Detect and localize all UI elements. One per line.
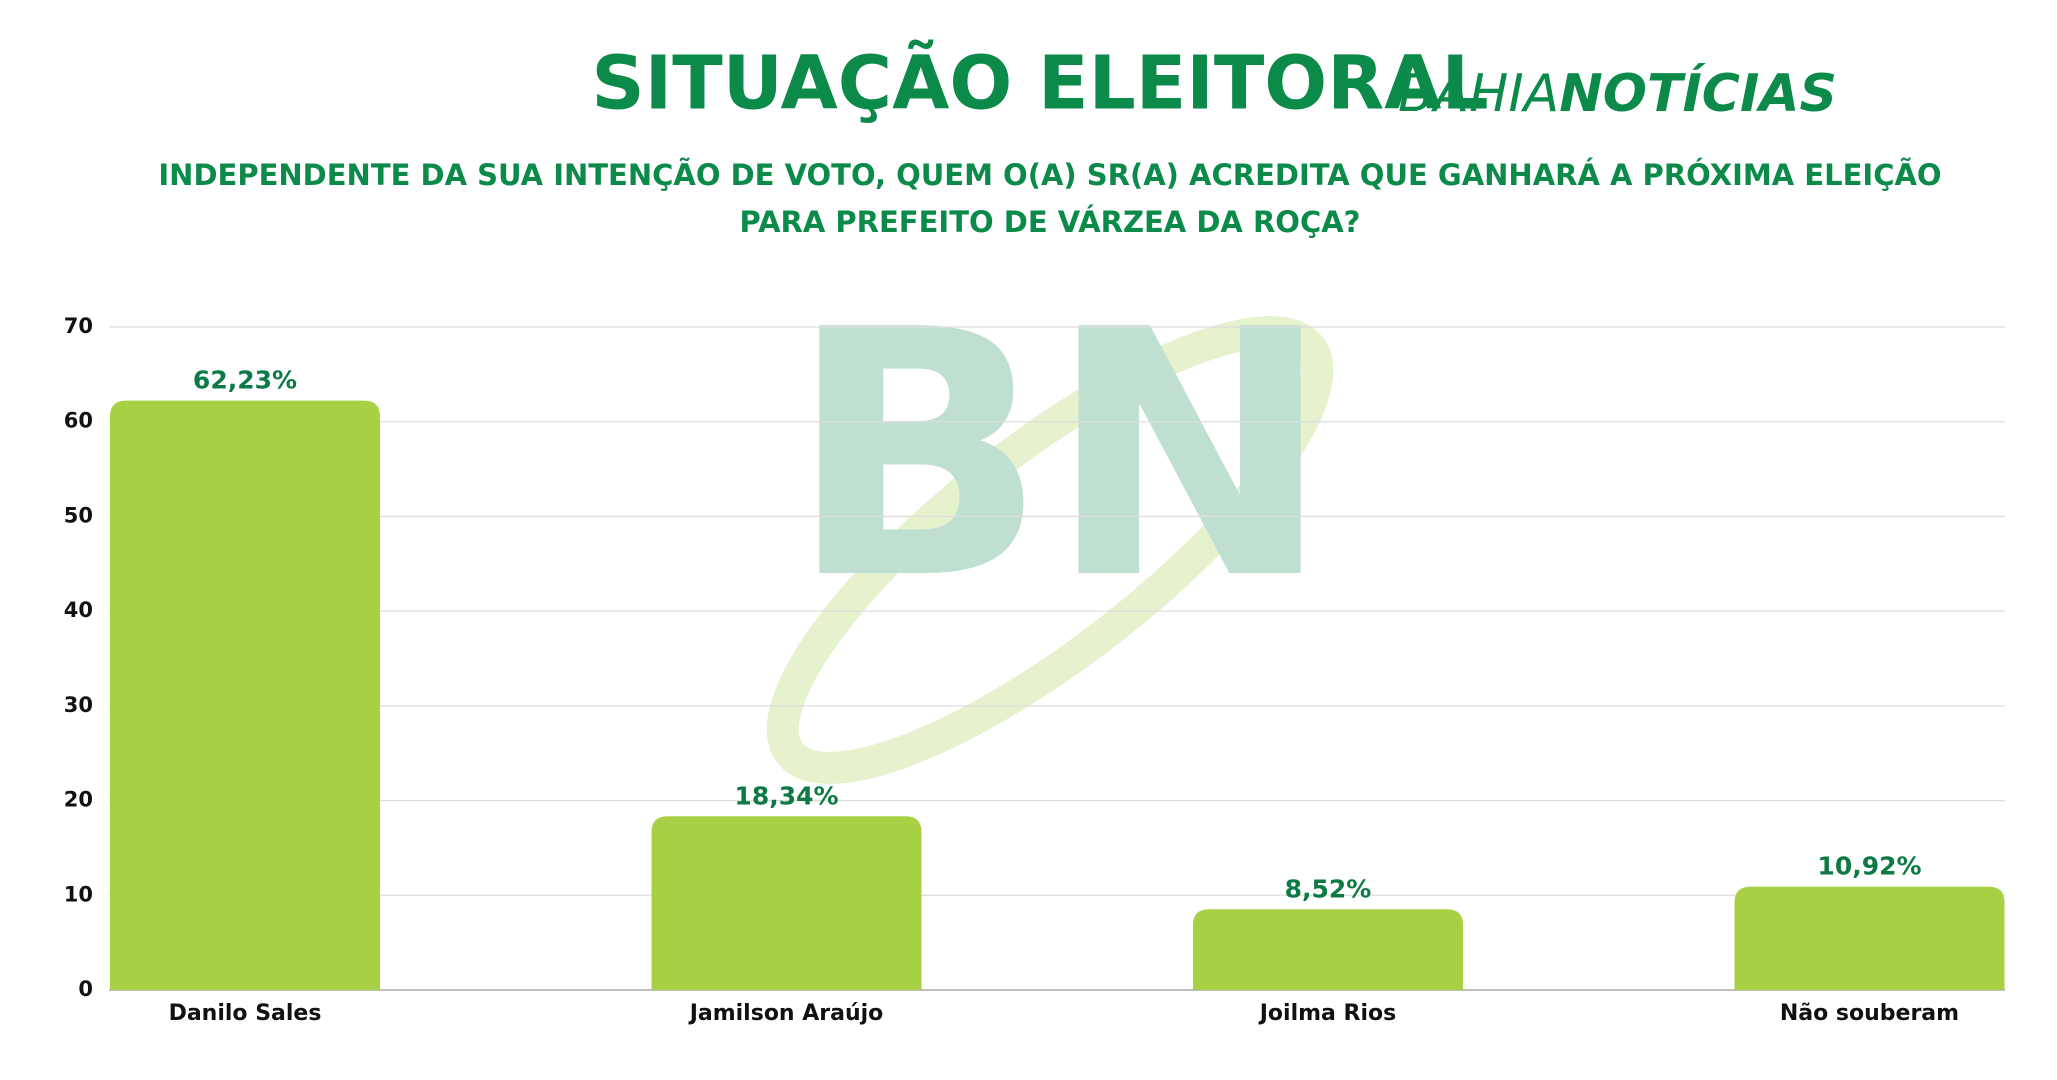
subtitle: INDEPENDENTE DA SUA INTENÇÃO DE VOTO, QU… <box>158 158 1941 192</box>
watermark: BN <box>788 258 1332 654</box>
y-tick-label: 30 <box>64 693 93 717</box>
x-tick-label: Não souberam <box>1780 1001 1959 1026</box>
subtitle: PARA PREFEITO DE VÁRZEA DA ROÇA? <box>740 205 1361 239</box>
bar <box>110 400 380 990</box>
y-tick-label: 10 <box>64 882 93 906</box>
x-tick-label: Joilma Rios <box>1258 1001 1397 1026</box>
chart-title: SITUAÇÃO ELEITORAL <box>591 39 1488 127</box>
y-tick-label: 0 <box>78 977 93 1001</box>
watermark-swoosh <box>766 316 1334 784</box>
logo: BAHIANOTÍCIAS <box>1398 63 1837 124</box>
bar <box>1734 886 2005 990</box>
bar <box>651 816 922 990</box>
y-tick-label: 40 <box>64 598 93 622</box>
value-label: 18,34% <box>734 781 838 810</box>
y-tick-label: 20 <box>64 788 93 812</box>
y-tick-label: 70 <box>64 314 93 338</box>
y-tick-label: 60 <box>64 409 93 433</box>
bar <box>1193 909 1463 990</box>
logo-part: NOTÍCIAS <box>1559 63 1837 124</box>
y-tick-label: 50 <box>64 503 93 527</box>
logo-part: BAHIA <box>1398 64 1559 124</box>
x-tick-label: Danilo Sales <box>169 1001 322 1026</box>
value-label: 62,23% <box>193 366 297 395</box>
value-label: 10,92% <box>1817 852 1921 881</box>
x-tick-label: Jamilson Araújo <box>688 1001 884 1026</box>
value-label: 8,52% <box>1285 874 1372 903</box>
